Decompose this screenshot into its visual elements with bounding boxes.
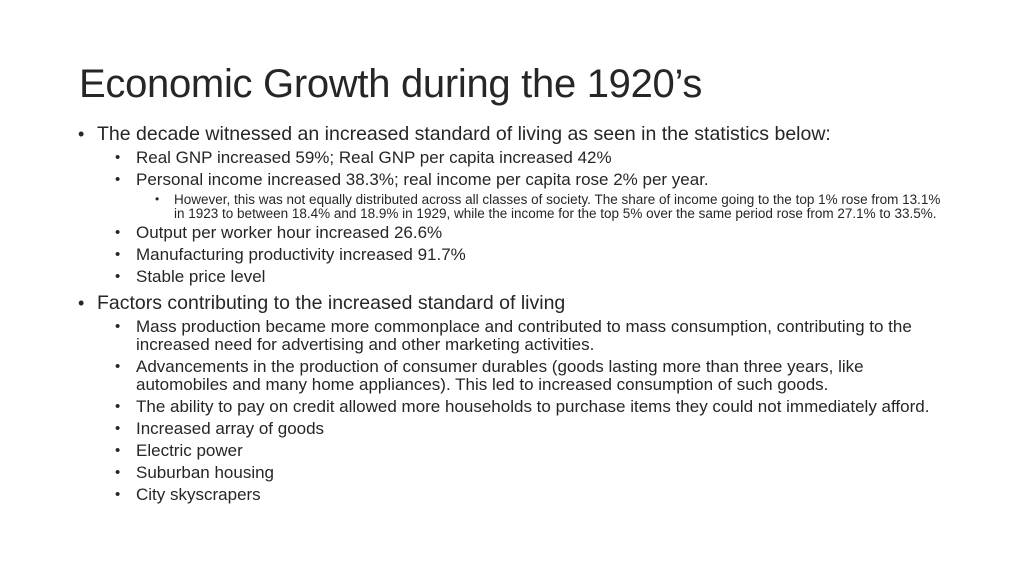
bullet-icon: •: [115, 149, 121, 166]
bullet-text: Electric power: [136, 441, 243, 460]
bullet-icon: •: [115, 464, 121, 481]
bullet-level2: • Real GNP increased 59%; Real GNP per c…: [115, 149, 946, 167]
bullet-icon: •: [78, 293, 85, 313]
bullet-icon: •: [115, 171, 121, 188]
bullet-text: Output per worker hour increased 26.6%: [136, 223, 443, 242]
bullet-text: Stable price level: [136, 267, 266, 286]
bullet-icon: •: [115, 246, 121, 263]
bullet-icon: •: [115, 398, 121, 415]
bullet-text: Mass production became more commonplace …: [136, 317, 912, 354]
slide-title: Economic Growth during the 1920’s: [79, 62, 703, 106]
bullet-icon: •: [115, 358, 121, 375]
bullet-level2: • Advancements in the production of cons…: [115, 358, 946, 394]
bullet-level3: • However, this was not equally distribu…: [155, 192, 949, 221]
bullet-icon: •: [115, 486, 121, 503]
bullet-text: Real GNP increased 59%; Real GNP per cap…: [136, 148, 612, 167]
bullet-level1: • Factors contributing to the increased …: [78, 292, 958, 314]
bullet-level2: • Electric power: [115, 442, 946, 460]
bullet-level2: • Personal income increased 38.3%; real …: [115, 171, 946, 189]
bullet-text: The ability to pay on credit allowed mor…: [136, 397, 930, 416]
bullet-icon: •: [155, 192, 160, 206]
bullet-level2: • The ability to pay on credit allowed m…: [115, 398, 946, 416]
bullet-level2: • Increased array of goods: [115, 420, 946, 438]
bullet-level1: • The decade witnessed an increased stan…: [78, 123, 958, 145]
bullet-icon: •: [115, 318, 121, 335]
bullet-level2: • Mass production became more commonplac…: [115, 318, 946, 354]
bullet-text: Increased array of goods: [136, 419, 325, 438]
bullet-text: The decade witnessed an increased standa…: [97, 123, 831, 145]
bullet-text: Manufacturing productivity increased 91.…: [136, 245, 466, 264]
bullet-level2: • Output per worker hour increased 26.6%: [115, 224, 946, 242]
bullet-level2: • City skyscrapers: [115, 486, 946, 504]
bullet-icon: •: [115, 224, 121, 241]
bullet-text: City skyscrapers: [136, 485, 261, 504]
slide-content: • The decade witnessed an increased stan…: [78, 120, 958, 504]
bullet-text: However, this was not equally distribute…: [174, 192, 941, 221]
bullet-level2: • Stable price level: [115, 268, 946, 286]
bullet-text: Suburban housing: [136, 463, 275, 482]
bullet-icon: •: [115, 420, 121, 437]
bullet-icon: •: [78, 124, 85, 144]
bullet-icon: •: [115, 442, 121, 459]
bullet-icon: •: [115, 268, 121, 285]
bullet-level2: • Suburban housing: [115, 464, 946, 482]
bullet-text: Personal income increased 38.3%; real in…: [136, 170, 709, 189]
bullet-text: Advancements in the production of consum…: [136, 357, 864, 394]
bullet-text: Factors contributing to the increased st…: [97, 292, 566, 314]
bullet-level2: • Manufacturing productivity increased 9…: [115, 246, 946, 264]
